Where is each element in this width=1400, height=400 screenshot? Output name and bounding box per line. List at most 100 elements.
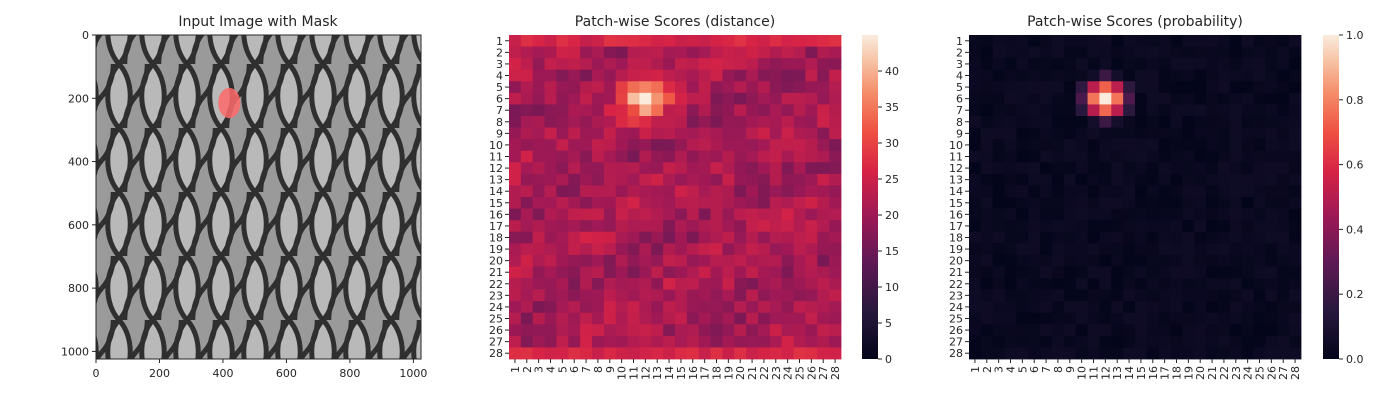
heatmap-cell [580,58,593,71]
heatmap-cell [1289,35,1302,47]
heatmap-cell [1206,266,1219,279]
heatmap-cell [592,127,605,140]
heatmap-cell [1253,162,1266,175]
heatmap-cell [1146,197,1160,209]
heatmap-cell [627,92,640,105]
heatmap-cell [639,116,652,128]
heatmap-cell [1229,289,1243,302]
heatmap-cell [1277,231,1290,244]
heatmap-cell [580,92,593,105]
heatmap-cell [817,46,830,59]
heatmap-cell [1218,278,1231,290]
heatmap-cell [509,92,522,105]
heatmap-cell [1004,139,1017,152]
x-tick-label: 600 [276,367,297,380]
heatmap-cell [1052,127,1065,140]
heatmap-cell [1206,243,1219,256]
heatmap-cell [663,335,676,348]
heatmap-cell [781,162,794,175]
heatmap-cell [1040,116,1053,128]
heatmap-cell [675,266,688,279]
heatmap-cell [1253,335,1266,348]
heatmap-cell [1016,81,1029,94]
heatmap-cell [592,173,605,186]
heatmap-cell [1194,104,1207,117]
heatmap-cell [568,69,581,82]
heatmap-cell [1016,231,1029,244]
heatmap-cell [509,220,522,233]
heatmap-cell [1028,254,1041,267]
heatmap-cell [793,92,806,105]
heatmap-cell [1099,243,1112,256]
heatmap-cell [1158,197,1171,209]
heatmap-cell [746,46,759,59]
heatmap-cell [1099,208,1112,221]
heatmap-cell [1028,173,1041,186]
heatmap-cell [1277,81,1290,94]
heatmap-cell [1206,185,1219,198]
heatmap-cell [969,278,982,290]
heatmap-cell [829,162,842,175]
heatmap-cell [769,46,783,59]
heatmap-cell [746,278,759,290]
heatmap-cell [1289,231,1302,244]
heatmap-cell [639,173,652,186]
heatmap-cell [1016,162,1029,175]
heatmap-cell [1182,324,1195,337]
heatmap-cell [969,289,982,302]
heatmap-cell [675,197,688,209]
heatmap-cell [1052,324,1065,337]
heatmap-cell [793,243,806,256]
row-label: 11 [949,151,963,164]
heatmap-cell [1063,254,1077,267]
heatmap-cell [1004,81,1017,94]
heatmap-cell [520,104,534,117]
heatmap-cell [710,278,723,290]
heatmap-cell [769,266,783,279]
heatmap-cell [603,116,617,128]
heatmap-cell [781,220,794,233]
heatmap-cell [722,208,735,221]
heatmap-cell [1289,46,1302,59]
heatmap-cell [651,104,664,117]
heatmap-cell [651,208,664,221]
heatmap-cell [710,289,723,302]
heatmap-cell [817,231,830,244]
heatmap-cell [663,208,676,221]
heatmap-cell [992,208,1005,221]
heatmap-cell [746,69,759,82]
heatmap-cell [592,58,605,71]
heatmap-cell [1016,92,1029,105]
heatmap-cell [1028,104,1041,117]
heatmap-cell [1135,254,1148,267]
heatmap-cell [1063,81,1077,94]
heatmap-cell [1218,301,1231,314]
heatmap-cell [556,92,569,105]
heatmap-cell [615,185,628,198]
heatmap-cell [698,58,711,71]
heatmap-cell [544,150,557,163]
heatmap-cell [758,312,771,325]
heatmap-cell [651,46,664,59]
heatmap-cell [769,335,783,348]
heatmap-cell [710,104,723,117]
row-label: 22 [489,278,503,291]
col-label: 6 [1028,366,1041,373]
heatmap-cell [1241,278,1254,290]
heatmap-cell [980,289,994,302]
heatmap-cell [532,197,545,209]
heatmap-cell [615,243,628,256]
heatmap-cell [1123,312,1136,325]
heatmap-cell [781,127,794,140]
heatmap-cell [1111,254,1124,267]
heatmap-cell [580,173,593,186]
heatmap-cell [1265,69,1278,82]
heatmap-cell [1170,81,1183,94]
heatmap-cell [992,162,1005,175]
heatmap-cell [1028,139,1041,152]
heatmap-cell [1194,312,1207,325]
heatmap-cell [1229,139,1243,152]
heatmap-cell [710,139,723,152]
heatmap-cell [746,150,759,163]
heatmap-cell [781,92,794,105]
